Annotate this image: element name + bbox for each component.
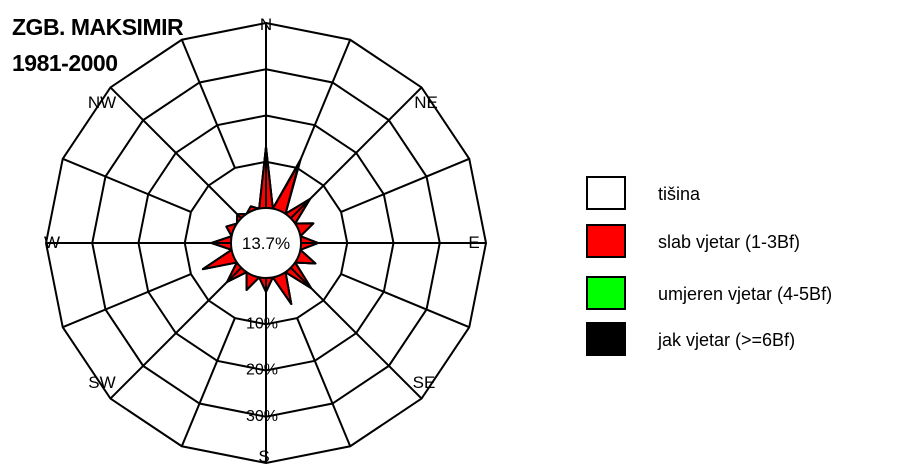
- legend-label-strong-wind: jak vjetar (>=6Bf): [658, 330, 796, 350]
- spoke-7: [109, 86, 242, 219]
- ring-label-2: 20%: [246, 362, 278, 379]
- minor-spoke-1: [340, 157, 470, 213]
- minor-spoke-6: [62, 157, 192, 213]
- spoke-5: [109, 267, 242, 400]
- minor-spoke-5: [62, 273, 192, 329]
- legend-swatch-light-wind: [586, 224, 626, 258]
- spoke-3: [290, 267, 423, 400]
- axis-labels: N NE E SE S SW W NW 13.7% 10% 20% 30%: [44, 15, 480, 464]
- direction-label-n: N: [260, 15, 272, 34]
- ring-label-1: 10%: [246, 315, 278, 332]
- direction-label-se: SE: [413, 373, 436, 392]
- minor-spoke-4: [180, 317, 236, 447]
- calm-value-label: 13.7%: [242, 234, 290, 253]
- minor-spoke-3: [296, 317, 352, 447]
- direction-label-s: S: [258, 447, 269, 464]
- direction-spokes: [46, 23, 486, 463]
- legend-label-moderate-wind: umjeren vjetar (4-5Bf): [658, 284, 833, 304]
- direction-label-e: E: [468, 233, 479, 252]
- legend-swatch-moderate-wind: [586, 276, 626, 310]
- chart-title-station: ZGB. MAKSIMIR: [12, 14, 184, 40]
- legend-label-light-wind: slab vjetar (1-3Bf): [658, 232, 801, 252]
- minor-spoke-2: [340, 273, 470, 329]
- direction-label-sw: SW: [88, 373, 115, 392]
- direction-label-nw: NW: [88, 93, 116, 112]
- spoke-1: [290, 86, 423, 219]
- legend-swatch-calm: [586, 176, 626, 210]
- chart-title-period: 1981-2000: [12, 50, 118, 76]
- minor-spoke-7: [180, 39, 236, 169]
- direction-label-ne: NE: [414, 93, 438, 112]
- legend-label-calm: tišina: [658, 184, 701, 204]
- minor-spoke-0: [296, 39, 352, 169]
- legend-swatch-strong-wind: [586, 322, 626, 356]
- direction-label-w: W: [44, 233, 60, 252]
- ring-label-3: 30%: [246, 408, 278, 425]
